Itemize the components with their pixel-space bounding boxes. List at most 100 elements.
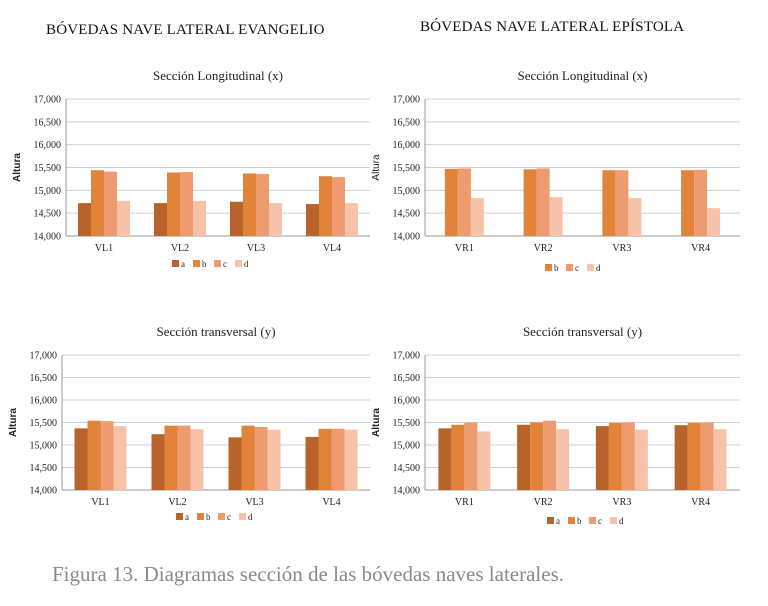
chart4-legend-label: a	[556, 516, 560, 526]
chart3-bar-b-VL2	[164, 425, 178, 490]
chart3-bar-a-VL3	[228, 437, 242, 490]
chart4-legend-swatch-b	[568, 517, 575, 524]
chart4-bar-a-VR1	[438, 428, 452, 490]
chart1-bar-d-VL3	[269, 203, 282, 236]
chart2-legend-swatch-c	[566, 264, 573, 271]
chart3-legend-label: d	[248, 512, 253, 522]
chart3-legend-swatch-d	[239, 513, 246, 520]
chart4-bar-b-VR2	[530, 422, 544, 490]
chart3-legend-label: a	[185, 512, 189, 522]
chart3-legend-swatch-c	[218, 513, 225, 520]
chart4-legend-label: b	[577, 516, 582, 526]
chart2-ytick-label: 14,000	[393, 232, 421, 243]
chart4-bar-c-VR1	[464, 422, 478, 490]
chart1-legend-swatch-d	[235, 260, 242, 267]
charts-canvas: Sección Longitudinal (x) 14,000 14,500 15,0…	[8, 68, 740, 526]
chart3-xtick-label: VL4	[322, 497, 340, 508]
chart2-bar-c-VR4	[694, 169, 708, 236]
chart4-bar-c-VR3	[621, 422, 635, 490]
chart3-bar-a-VL2	[151, 434, 165, 490]
chart3-bar-d-VL1	[113, 426, 127, 490]
chart1-bar-b-VL4	[319, 176, 332, 236]
chart3-legend-label: b	[206, 512, 211, 522]
chart4-xtick-label: VR4	[691, 497, 710, 508]
chart2-bar-d-VR2	[549, 197, 563, 236]
chart3-ytick-label: 16,500	[30, 373, 58, 384]
chart2-bar-b-VR1	[444, 168, 458, 236]
chart2-ytick-label: 17,000	[393, 95, 421, 106]
chart4-xtick-label: VR2	[534, 497, 553, 508]
chart2-ytick-label: 14,500	[393, 209, 421, 220]
chart4-title: Sección transversal (y)	[523, 324, 642, 339]
chart1-xtick-label: VL1	[95, 243, 113, 254]
chart3-bar-a-VL4	[305, 436, 319, 490]
chart3-ytick-label: 14,500	[30, 463, 58, 474]
chart2-legend-swatch-b	[545, 264, 552, 271]
chart1-bar-c-VL3	[256, 173, 269, 236]
chart4-ytick-label: 16,500	[393, 373, 421, 384]
chart3-xtick-label: VL3	[245, 497, 263, 508]
chart1-bar-d-VL1	[117, 200, 130, 236]
chart1-ytick-label: 17,000	[34, 95, 62, 106]
chart4-bar-a-VR4	[674, 425, 688, 490]
chart2-legend-label: c	[575, 263, 579, 273]
chart1-xtick-label: VL4	[323, 243, 341, 254]
chart4-bar-b-VR3	[608, 422, 622, 490]
chart3-xtick-label: VL1	[91, 497, 109, 508]
chart3-legend-label: c	[227, 512, 231, 522]
chart1-legend-label: d	[244, 259, 249, 269]
heading-right: BÓVEDAS NAVE LATERAL EPÍSTOLA	[420, 19, 685, 35]
chart2-title: Sección Longitudinal (x)	[518, 68, 648, 83]
chart2-xtick-label: VR2	[534, 243, 553, 254]
chart3-bar-c-VL1	[100, 421, 114, 490]
chart2-legend-label: d	[596, 263, 601, 273]
chart4-legend-swatch-d	[610, 517, 617, 524]
chart1-bar-a-VL1	[78, 203, 91, 236]
chart1-ytick-label: 16,500	[34, 117, 62, 128]
chart4-legend-label: c	[598, 516, 602, 526]
chart3-ytick-label: 14,000	[30, 486, 58, 497]
chart1-legend-swatch-c	[214, 260, 221, 267]
chart2-ytick-label: 15,000	[393, 186, 421, 197]
chart4-ytick-label: 14,000	[393, 486, 421, 497]
chart3-legend-swatch-a	[176, 513, 183, 520]
chart1-ytick-label: 15,000	[34, 186, 62, 197]
chart1-legend-label: a	[181, 259, 185, 269]
chart1-bar-c-VL1	[104, 171, 117, 236]
chart3-bar-b-VL1	[87, 420, 101, 490]
chart1-bar-b-VL1	[91, 170, 104, 236]
chart3-legend-swatch-b	[197, 513, 204, 520]
chart2-bar-c-VR2	[536, 168, 550, 236]
chart4-ytick-label: 17,000	[393, 351, 421, 362]
chart3-ytick-label: 16,000	[30, 396, 58, 407]
chart3-bar-c-VL2	[177, 425, 191, 490]
chart1-bar-c-VL2	[180, 172, 193, 236]
chart1-bar-d-VL4	[345, 203, 358, 236]
chart4-bar-a-VR2	[517, 424, 531, 490]
chart4-legend-label: d	[619, 516, 624, 526]
chart3-xtick-label: VL2	[168, 497, 186, 508]
chart1-ytick-label: 14,500	[34, 209, 62, 220]
chart1-bar-d-VL2	[193, 200, 206, 236]
chart2-bar-c-VR1	[457, 168, 471, 236]
chart2-bar-b-VR4	[681, 170, 695, 236]
chart1-bar-c-VL4	[332, 177, 345, 236]
chart2-ytick-label: 16,500	[393, 117, 421, 128]
chart1-legend-swatch-b	[193, 260, 200, 267]
chart1-ylabel: Altura	[12, 153, 23, 182]
chart2-bar-d-VR1	[470, 198, 484, 236]
chart3-bar-d-VL2	[190, 429, 204, 490]
chart4-ytick-label: 15,000	[393, 441, 421, 452]
chart1-bar-a-VL2	[154, 203, 167, 236]
chart4-bar-d-VR2	[556, 429, 570, 490]
chart3-bar-d-VL3	[267, 429, 281, 490]
chart3-ylabel: Altura	[8, 408, 19, 437]
chart4-ytick-label: 16,000	[393, 396, 421, 407]
chart3-bar-d-VL4	[344, 429, 358, 490]
chart4-bar-a-VR3	[595, 426, 609, 490]
figure-caption: Figura 13. Diagramas sección de las bóve…	[52, 562, 564, 586]
chart2-bar-b-VR2	[523, 169, 537, 236]
chart3-bar-b-VL3	[241, 425, 255, 490]
chart1-ytick-label: 14,000	[34, 232, 62, 243]
chart2-ytick-label: 16,000	[393, 140, 421, 151]
